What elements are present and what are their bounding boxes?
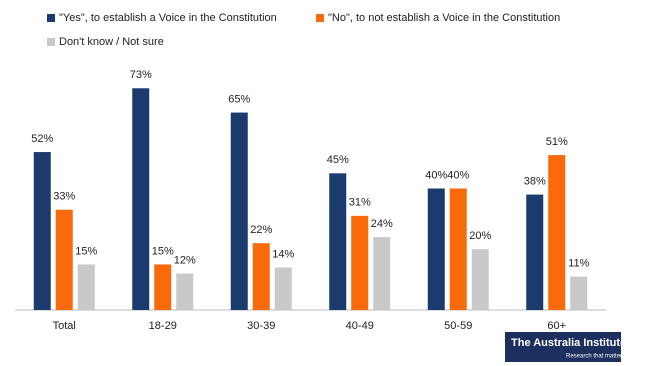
bar [252, 243, 270, 310]
bar [351, 215, 369, 310]
bar [230, 112, 248, 310]
value-label: 45% [327, 154, 349, 166]
value-label: 33% [53, 191, 75, 203]
bar [329, 173, 347, 310]
value-label: 40% [425, 169, 447, 181]
x-tick-label: 60+ [547, 320, 566, 332]
value-label: 51% [546, 136, 568, 148]
logo-box [505, 332, 621, 362]
legend-label: Don't know / Not sure [59, 36, 164, 48]
legend-label: "Yes", to establish a Voice in the Const… [59, 12, 277, 24]
bar [176, 273, 194, 310]
value-label: 14% [272, 248, 294, 260]
value-label: 40% [447, 169, 469, 181]
x-tick-label: 40-49 [346, 320, 374, 332]
value-label: 15% [152, 245, 174, 257]
bar [55, 209, 73, 310]
value-label: 22% [250, 224, 272, 236]
bar [373, 237, 391, 310]
value-label: 65% [228, 93, 250, 105]
value-label: 12% [174, 254, 196, 266]
bar [449, 188, 467, 310]
value-label: 20% [469, 230, 491, 242]
value-label: 24% [371, 218, 393, 230]
bar [132, 88, 150, 310]
bar [570, 276, 588, 310]
bar [526, 194, 544, 310]
x-tick-label: 50-59 [444, 320, 472, 332]
logo-tagline: Research that matters [566, 354, 625, 360]
bar [274, 267, 292, 310]
bar [77, 264, 95, 310]
bar [471, 249, 489, 310]
x-tick-label: 18-29 [149, 320, 177, 332]
bar [548, 155, 566, 310]
x-tick-label: 30-39 [247, 320, 275, 332]
bar [154, 264, 172, 310]
legend-swatch [47, 38, 55, 46]
value-label: 15% [75, 245, 97, 257]
value-label: 52% [31, 133, 53, 145]
value-label: 31% [349, 197, 371, 209]
value-label: 11% [568, 257, 589, 269]
legend-swatch [316, 14, 324, 22]
value-label: 38% [524, 175, 546, 187]
bar [33, 152, 51, 310]
legend-label: "No", to not establish a Voice in the Co… [328, 12, 560, 24]
bar [427, 188, 445, 310]
legend-swatch [47, 14, 55, 22]
x-tick-label: Total [53, 320, 76, 332]
value-label: 73% [130, 69, 152, 81]
logo-name: The Australia Institute [511, 337, 626, 349]
